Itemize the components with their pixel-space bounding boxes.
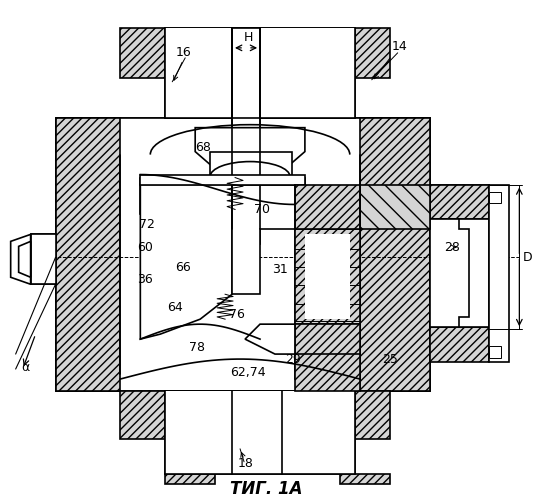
Text: 66: 66: [175, 261, 191, 274]
Text: 78: 78: [189, 340, 205, 353]
Polygon shape: [295, 184, 360, 230]
Polygon shape: [140, 184, 232, 339]
Text: 14: 14: [392, 40, 408, 54]
Text: 60: 60: [138, 241, 154, 254]
Polygon shape: [489, 346, 502, 358]
Text: 28: 28: [445, 241, 461, 254]
Text: 72: 72: [139, 218, 155, 231]
Polygon shape: [340, 474, 390, 484]
Polygon shape: [245, 324, 295, 354]
Polygon shape: [55, 118, 120, 391]
Polygon shape: [55, 118, 430, 391]
Polygon shape: [232, 184, 305, 294]
Text: 64: 64: [167, 300, 183, 314]
Polygon shape: [19, 242, 30, 278]
Polygon shape: [30, 234, 55, 284]
Text: 29: 29: [285, 352, 301, 366]
Polygon shape: [295, 230, 360, 324]
Polygon shape: [165, 391, 355, 474]
Polygon shape: [360, 184, 430, 230]
Polygon shape: [30, 118, 489, 391]
Polygon shape: [140, 174, 305, 184]
Text: ΤИГ. 1А: ΤИГ. 1А: [230, 480, 302, 498]
Polygon shape: [140, 178, 210, 214]
Polygon shape: [165, 474, 215, 484]
Text: α: α: [21, 360, 30, 374]
Polygon shape: [120, 391, 390, 439]
Text: D: D: [522, 251, 532, 264]
Polygon shape: [295, 324, 360, 379]
Text: 76: 76: [229, 308, 245, 320]
Text: 68: 68: [195, 141, 211, 154]
Polygon shape: [360, 118, 430, 391]
Polygon shape: [430, 327, 489, 362]
Polygon shape: [210, 152, 292, 176]
Text: 18: 18: [238, 458, 254, 470]
Polygon shape: [165, 439, 355, 474]
Text: 16: 16: [175, 46, 191, 60]
Polygon shape: [165, 28, 355, 78]
Polygon shape: [295, 354, 360, 391]
Polygon shape: [430, 220, 489, 327]
Polygon shape: [165, 28, 355, 118]
Polygon shape: [295, 230, 360, 324]
Polygon shape: [232, 28, 260, 158]
Polygon shape: [430, 184, 489, 220]
Polygon shape: [489, 184, 510, 362]
Text: 31: 31: [272, 263, 288, 276]
Text: H: H: [244, 32, 253, 44]
Polygon shape: [430, 220, 470, 327]
Polygon shape: [489, 192, 502, 203]
Text: 62,74: 62,74: [230, 366, 266, 378]
Polygon shape: [195, 128, 305, 164]
Text: 25: 25: [382, 352, 398, 366]
Polygon shape: [120, 28, 390, 118]
Text: 36: 36: [138, 273, 153, 286]
Polygon shape: [305, 234, 350, 319]
Polygon shape: [140, 178, 305, 244]
Polygon shape: [11, 234, 30, 284]
Text: 70: 70: [254, 203, 270, 216]
